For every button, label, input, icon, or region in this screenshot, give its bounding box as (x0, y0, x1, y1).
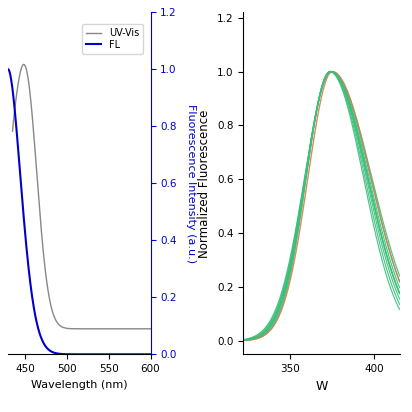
Y-axis label: Normalized Fluorescence: Normalized Fluorescence (198, 109, 211, 258)
X-axis label: Wavelength (nm): Wavelength (nm) (31, 379, 128, 390)
X-axis label: W: W (315, 379, 328, 393)
Y-axis label: Fluorescence Intensity (a.u.): Fluorescence Intensity (a.u.) (186, 104, 196, 263)
Legend: UV-Vis, FL: UV-Vis, FL (82, 24, 143, 54)
